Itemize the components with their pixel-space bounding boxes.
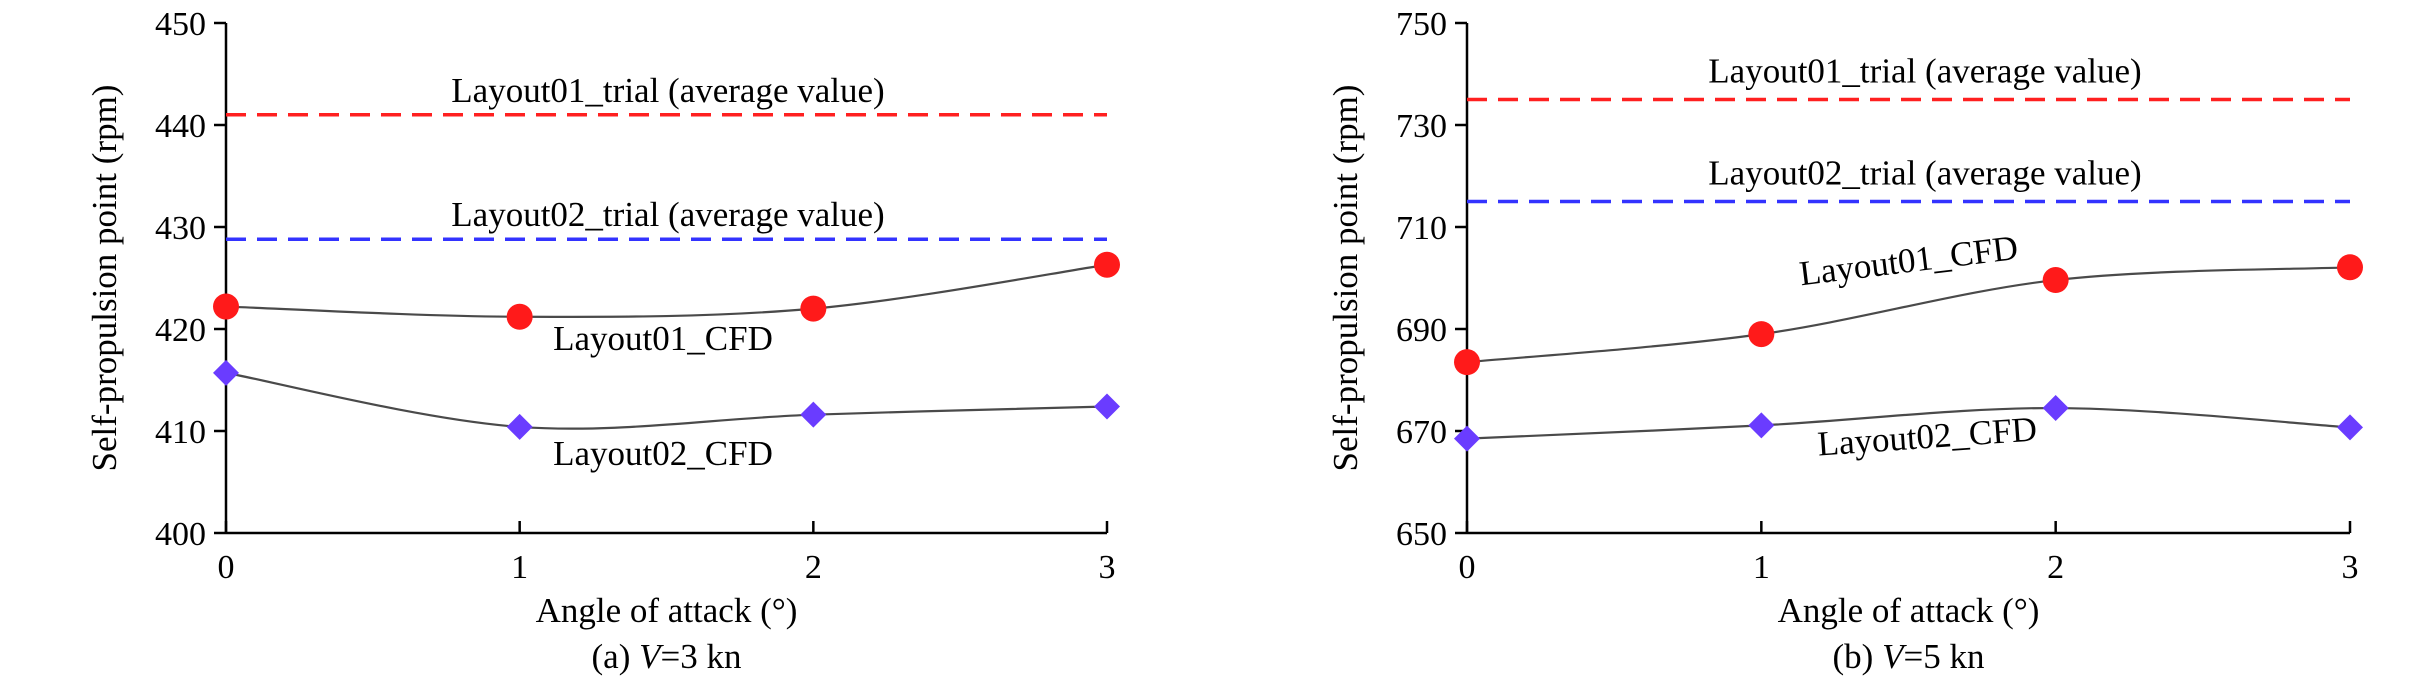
y-tick-label: 420	[155, 312, 206, 349]
x-tick-label: 1	[1753, 549, 1770, 586]
caption-variable: V	[1882, 637, 1907, 676]
data-point-layout01-cfd	[2042, 267, 2069, 294]
x-tick-label: 0	[218, 549, 235, 586]
data-point-layout02-cfd	[506, 413, 533, 440]
data-point-layout01-cfd	[1094, 251, 1120, 278]
series-label-layout01-cfd: Layout01_CFD	[553, 319, 773, 358]
y-axis-label: Self-propulsion point (rpm)	[1326, 85, 1365, 472]
reference-label-layout02-trial: Layout02_trial (average value)	[451, 195, 884, 234]
y-tick-label: 400	[155, 516, 206, 553]
data-point-layout01-cfd	[506, 303, 533, 330]
reference-label-layout01-trial: Layout01_trial (average value)	[451, 71, 884, 110]
series-line-layout02-cfd	[225, 371, 1108, 430]
panel-a: 400 410 420 430 440 450 0 1 2 3 Self-propulsion po…	[85, 6, 1120, 676]
data-point-layout01-cfd	[2337, 254, 2363, 281]
y-tick-label: 730	[1396, 108, 1447, 145]
panel-caption: (b) V=5 kn	[1833, 637, 1985, 676]
series-label-layout02-cfd: Layout02_CFD	[1816, 409, 2038, 463]
y-tick-label: 710	[1396, 210, 1447, 247]
data-point-layout01-cfd	[800, 295, 827, 322]
panel-caption: (a) V=3 kn	[592, 637, 742, 676]
series-line-layout01-cfd	[1466, 266, 2351, 364]
y-tick-label: 450	[155, 6, 206, 43]
data-point-layout02-cfd	[800, 401, 827, 428]
data-point-layout01-cfd	[1748, 321, 1775, 348]
series-line-layout01-cfd	[225, 263, 1108, 318]
y-tick-label: 650	[1396, 516, 1447, 553]
series-label-layout02-cfd: Layout02_CFD	[553, 434, 773, 473]
y-tick-label: 690	[1396, 312, 1447, 349]
caption-prefix: (b)	[1833, 637, 1883, 676]
x-tick-label: 2	[805, 549, 822, 586]
x-axis-label: Angle of attack (°)	[1778, 591, 2040, 630]
data-point-layout02-cfd	[1094, 393, 1120, 420]
x-tick-label: 3	[1099, 549, 1116, 586]
data-point-layout02-cfd	[1454, 425, 1480, 452]
series-line-layout02-cfd	[1466, 406, 2351, 440]
caption-variable: V	[639, 637, 664, 676]
data-point-layout02-cfd	[2042, 395, 2069, 422]
y-tick-label: 750	[1396, 6, 1447, 43]
data-point-layout02-cfd	[2337, 414, 2363, 441]
x-tick-label: 1	[511, 549, 528, 586]
data-point-layout02-cfd	[1748, 412, 1775, 439]
x-tick-label: 2	[2047, 549, 2064, 586]
x-tick-label: 3	[2342, 549, 2359, 586]
y-axis-label: Self-propulsion point (rpm)	[85, 85, 124, 472]
series-label-layout01-cfd: Layout01_CFD	[1797, 228, 2020, 293]
x-tick-label: 0	[1459, 549, 1476, 586]
caption-suffix: =5 kn	[1903, 637, 1984, 676]
panel-b: 650 670 690 710 730 750 0 1 2 3 Self-propulsion po…	[1326, 6, 2363, 676]
y-tick-label: 440	[155, 108, 206, 145]
x-axis-label: Angle of attack (°)	[536, 591, 798, 630]
data-point-layout01-cfd	[1454, 349, 1480, 376]
y-tick-label: 670	[1396, 414, 1447, 451]
data-point-layout01-cfd	[213, 293, 239, 320]
reference-label-layout02-trial: Layout02_trial (average value)	[1708, 154, 2141, 193]
y-tick-label: 430	[155, 210, 206, 247]
reference-label-layout01-trial: Layout01_trial (average value)	[1708, 52, 2141, 91]
data-point-layout02-cfd	[213, 359, 239, 386]
caption-suffix: =3 kn	[661, 637, 742, 676]
caption-prefix: (a)	[592, 637, 640, 676]
y-tick-label: 410	[155, 414, 206, 451]
